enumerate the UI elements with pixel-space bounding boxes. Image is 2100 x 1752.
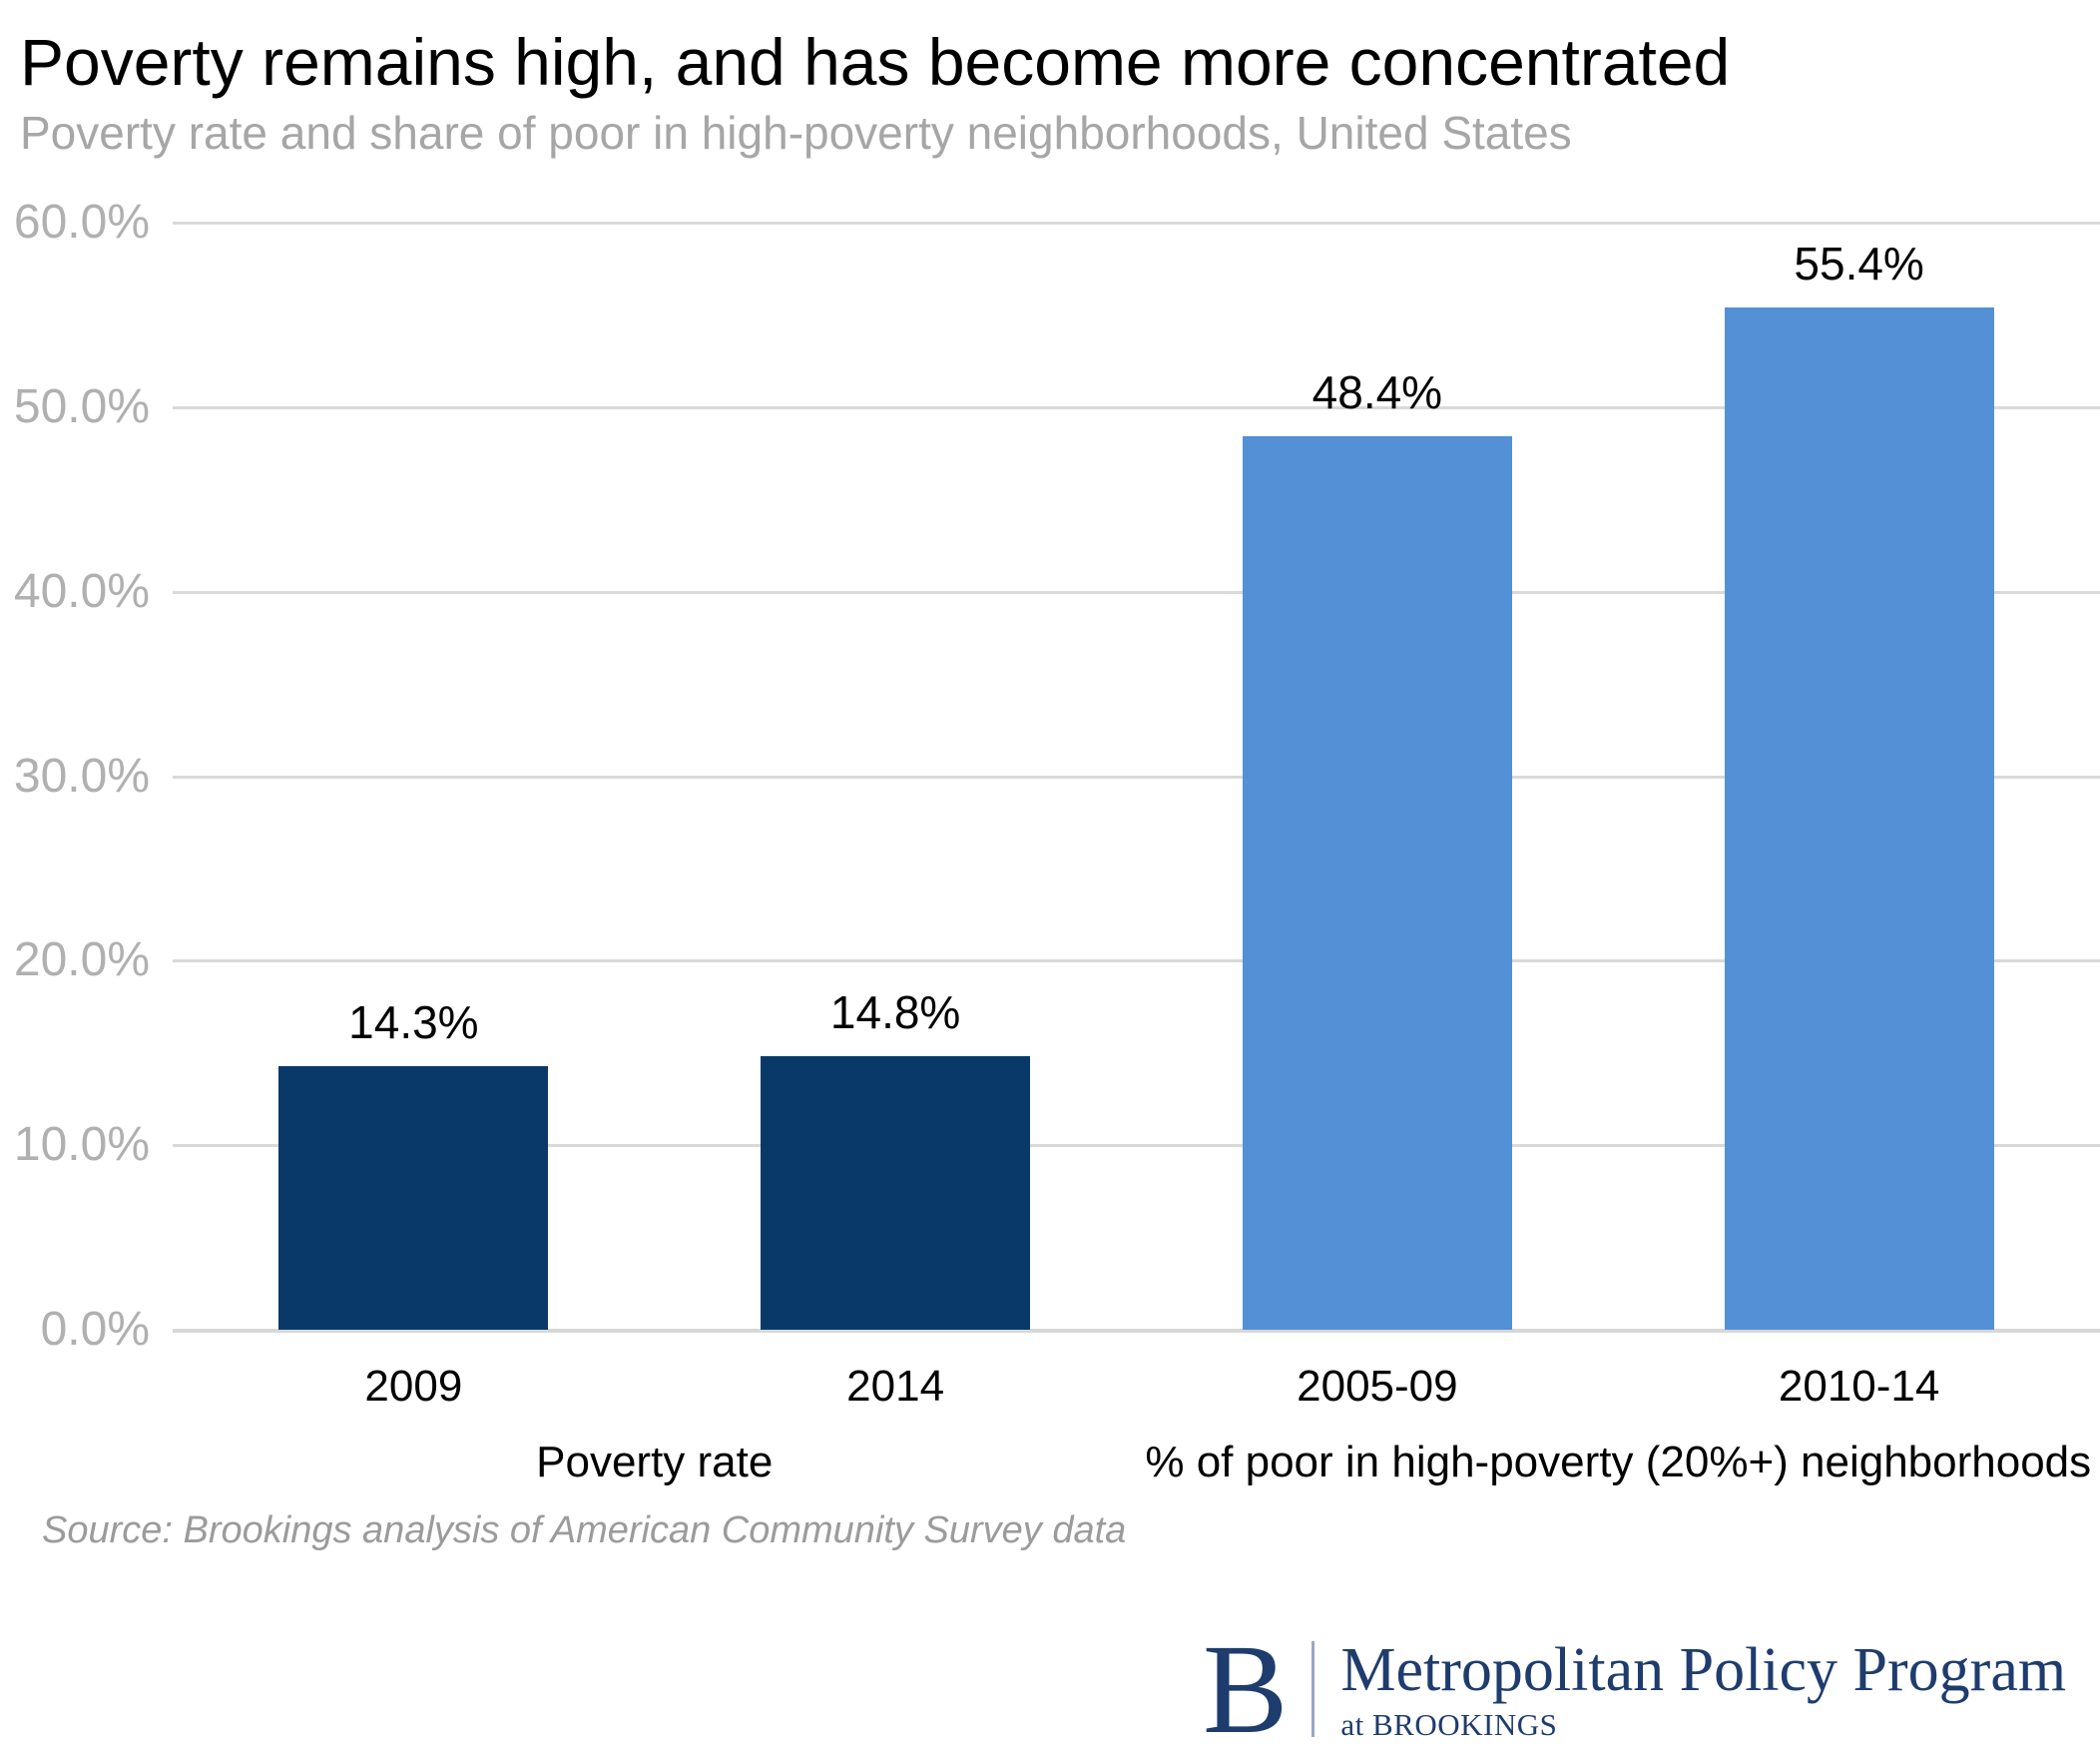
- x-axis-label-2014: 2014: [846, 1362, 945, 1411]
- y-axis-label-20: 20.0%: [13, 933, 150, 987]
- y-axis-label-50: 50.0%: [13, 379, 150, 433]
- brookings-logo: B Metropolitan Policy Program at BROOKIN…: [1203, 1617, 2066, 1752]
- logo-sub-name: at BROOKINGS: [1340, 1706, 1558, 1742]
- y-axis-label-0: 0.0%: [40, 1303, 150, 1356]
- gridline-30: [173, 775, 2100, 779]
- x-axis-label-2010-14: 2010-14: [1778, 1362, 1940, 1411]
- gridline-0: [173, 1329, 2100, 1333]
- gridline-40: [173, 590, 2100, 594]
- gridline-20: [173, 959, 2100, 963]
- logo-text: Metropolitan Policy Program at BROOKINGS: [1340, 1639, 2066, 1740]
- bar-2014: [761, 1056, 1031, 1330]
- gridline-10: [173, 1144, 2100, 1148]
- bar-2005-09: [1242, 436, 1512, 1330]
- logo-divider: [1312, 1641, 1315, 1737]
- bar-2009: [278, 1065, 549, 1330]
- bar-2010-14: [1724, 307, 1994, 1330]
- y-axis-label-60: 60.0%: [13, 196, 150, 249]
- y-axis-label-30: 30.0%: [13, 749, 150, 803]
- x-axis-label-2005-09: 2005-09: [1297, 1362, 1458, 1411]
- group-label-0: Poverty rate: [536, 1438, 774, 1486]
- bar-value-label-2005-09: 48.4%: [1312, 366, 1443, 419]
- group-label-1: % of poor in high-poverty (20%+) neighbo…: [1145, 1438, 2092, 1486]
- y-axis-label-40: 40.0%: [13, 564, 150, 618]
- y-axis-label-10: 10.0%: [13, 1118, 150, 1172]
- logo-program-name: Metropolitan Policy Program: [1340, 1635, 2067, 1704]
- bar-value-label-2014: 14.8%: [829, 986, 961, 1039]
- chart-subtitle: Poverty rate and share of poor in high-p…: [20, 107, 1572, 159]
- bar-value-label-2009: 14.3%: [348, 995, 479, 1048]
- gridline-60: [173, 222, 2100, 225]
- gridline-50: [173, 405, 2100, 409]
- source-note: Source: Brookings analysis of American C…: [42, 1509, 1127, 1551]
- x-axis-label-2009: 2009: [364, 1362, 463, 1411]
- chart-title: Poverty remains high, and has become mor…: [20, 25, 1731, 99]
- bar-value-label-2010-14: 55.4%: [1794, 238, 1924, 291]
- brookings-b-monogram-icon: B: [1203, 1617, 1289, 1752]
